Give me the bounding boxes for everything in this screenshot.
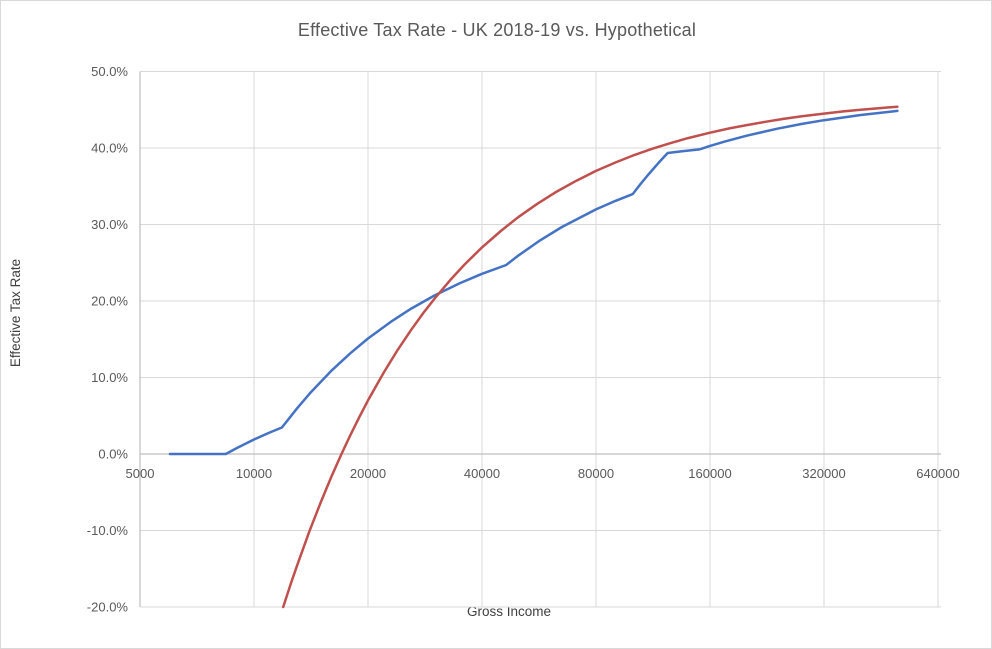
chart-title: Effective Tax Rate - UK 2018-19 vs. Hypo…	[297, 20, 697, 40]
y-tick-label: 40.0%	[91, 141, 128, 156]
series-line-hypothetical	[281, 105, 899, 609]
y-tick-label: 20.0%	[91, 294, 128, 309]
series-line-uk-2018-19	[168, 109, 899, 456]
y-tick-label: 0.0%	[98, 447, 128, 462]
x-tick-label: 20000	[350, 466, 386, 481]
x-tick-label: 160000	[688, 466, 731, 481]
x-tick-label: 5000	[126, 466, 155, 481]
x-tick-label: 320000	[802, 466, 845, 481]
x-tick-label: 40000	[464, 466, 500, 481]
x-tick-label: 80000	[578, 466, 614, 481]
x-tick-label: 640000	[916, 466, 959, 481]
y-tick-label: 10.0%	[91, 370, 128, 385]
y-tick-label: 50.0%	[91, 64, 128, 79]
x-tick-label: 10000	[236, 466, 272, 481]
x-axis-title: Gross Income	[466, 604, 552, 619]
y-tick-label: -10.0%	[87, 523, 129, 538]
y-tick-label: -20.0%	[87, 600, 129, 615]
y-tick-label: 30.0%	[91, 217, 128, 232]
